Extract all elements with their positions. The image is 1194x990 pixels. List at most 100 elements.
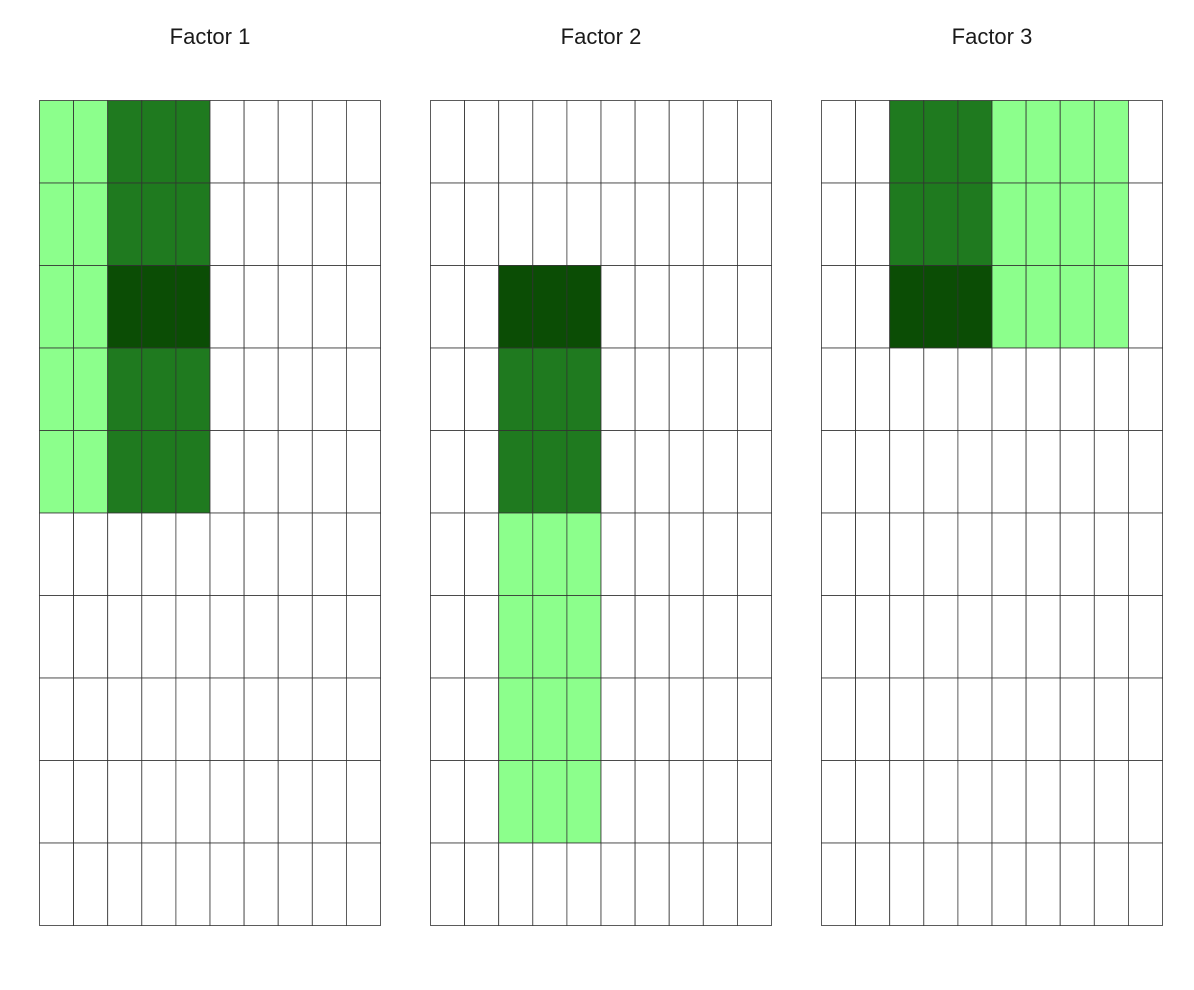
heatmap-cell-r4-c3 xyxy=(532,430,568,514)
heatmap-cell-r0-c3 xyxy=(141,100,177,184)
heatmap-cell-r9-c9 xyxy=(736,842,772,926)
heatmap-cell-r4-c1 xyxy=(73,430,109,514)
heatmap-cell-r7-c7 xyxy=(277,677,313,761)
heatmap-cell-r3-c3 xyxy=(141,347,177,431)
heatmap-cell-r4-c8 xyxy=(311,430,347,514)
heatmap-cell-r6-c9 xyxy=(1127,595,1163,679)
heatmap-cell-r5-c6 xyxy=(243,512,279,596)
heatmap-cell-r7-c1 xyxy=(855,677,891,761)
heatmap-cell-r4-c3 xyxy=(923,430,959,514)
heatmap-cell-r4-c6 xyxy=(634,430,670,514)
factor-3-title: Factor 3 xyxy=(951,24,1033,49)
heatmap-cell-r4-c8 xyxy=(1093,430,1129,514)
heatmap-cell-r8-c3 xyxy=(923,760,959,844)
heatmap-cell-r6-c3 xyxy=(923,595,959,679)
heatmap-cell-r1-c8 xyxy=(702,182,738,266)
heatmap-cell-r5-c2 xyxy=(498,512,534,596)
heatmap-cell-r1-c2 xyxy=(498,182,534,266)
heatmap-cell-r5-c9 xyxy=(345,512,381,596)
heatmap-cell-r4-c0 xyxy=(430,430,465,514)
heatmap-cell-r6-c5 xyxy=(209,595,245,679)
heatmap-cell-r5-c9 xyxy=(736,512,772,596)
heatmap-cell-r6-c3 xyxy=(532,595,568,679)
heatmap-cell-r8-c8 xyxy=(311,760,347,844)
heatmap-cell-r5-c4 xyxy=(175,512,211,596)
heatmap-cell-r0-c0 xyxy=(430,100,465,184)
heatmap-cell-r1-c9 xyxy=(736,182,772,266)
heatmap-cell-r2-c1 xyxy=(464,265,500,349)
heatmap-cell-r8-c3 xyxy=(141,760,177,844)
heatmap-cell-r1-c2 xyxy=(889,182,925,266)
heatmap-cell-r9-c2 xyxy=(889,842,925,926)
heatmap-cell-r6-c0 xyxy=(821,595,856,679)
heatmap-cell-r6-c5 xyxy=(600,595,636,679)
heatmap-cell-r0-c3 xyxy=(923,100,959,184)
heatmap-cell-r8-c2 xyxy=(889,760,925,844)
heatmap-cell-r7-c2 xyxy=(498,677,534,761)
heatmap-cell-r2-c2 xyxy=(889,265,925,349)
heatmap-cell-r9-c7 xyxy=(1059,842,1095,926)
heatmap-cell-r5-c8 xyxy=(702,512,738,596)
heatmap-cell-r2-c8 xyxy=(1093,265,1129,349)
heatmap-cell-r4-c2 xyxy=(498,430,534,514)
heatmap-cell-r7-c8 xyxy=(1093,677,1129,761)
heatmap-cell-r5-c1 xyxy=(73,512,109,596)
heatmap-cell-r3-c5 xyxy=(600,347,636,431)
heatmap-cell-r0-c5 xyxy=(991,100,1027,184)
heatmap-cell-r8-c2 xyxy=(107,760,143,844)
heatmap-cell-r7-c6 xyxy=(1025,677,1061,761)
heatmap-cell-r2-c8 xyxy=(311,265,347,349)
heatmap-cell-r5-c0 xyxy=(39,512,74,596)
heatmap-cell-r9-c2 xyxy=(498,842,534,926)
heatmap-cell-r9-c1 xyxy=(464,842,500,926)
heatmap-cell-r0-c2 xyxy=(889,100,925,184)
heatmap-cell-r8-c6 xyxy=(243,760,279,844)
heatmap-cell-r6-c7 xyxy=(668,595,704,679)
heatmap-cell-r1-c3 xyxy=(923,182,959,266)
heatmap-cell-r9-c6 xyxy=(634,842,670,926)
heatmap-cell-r2-c7 xyxy=(277,265,313,349)
heatmap-cell-r3-c7 xyxy=(1059,347,1095,431)
heatmap-cell-r0-c1 xyxy=(73,100,109,184)
heatmap-cell-r9-c3 xyxy=(923,842,959,926)
heatmap-cell-r1-c3 xyxy=(532,182,568,266)
heatmap-cell-r6-c4 xyxy=(566,595,602,679)
heatmap-cell-r0-c9 xyxy=(345,100,381,184)
heatmap-cell-r0-c2 xyxy=(107,100,143,184)
heatmap-cell-r7-c1 xyxy=(73,677,109,761)
heatmap-cell-r4-c7 xyxy=(277,430,313,514)
heatmap-cell-r6-c8 xyxy=(1093,595,1129,679)
heatmap-cell-r2-c4 xyxy=(957,265,993,349)
heatmap-cell-r5-c2 xyxy=(107,512,143,596)
heatmap-cell-r3-c5 xyxy=(209,347,245,431)
heatmap-cell-r8-c1 xyxy=(855,760,891,844)
heatmap-cell-r2-c9 xyxy=(1127,265,1163,349)
heatmap-cell-r4-c9 xyxy=(1127,430,1163,514)
heatmap-cell-r7-c5 xyxy=(991,677,1027,761)
heatmap-cell-r1-c5 xyxy=(991,182,1027,266)
heatmap-cell-r6-c5 xyxy=(991,595,1027,679)
heatmap-cell-r3-c7 xyxy=(277,347,313,431)
heatmap-cell-r4-c7 xyxy=(668,430,704,514)
heatmap-cell-r0-c5 xyxy=(209,100,245,184)
heatmap-cell-r5-c9 xyxy=(1127,512,1163,596)
heatmap-cell-r2-c1 xyxy=(855,265,891,349)
heatmap-cell-r9-c6 xyxy=(243,842,279,926)
heatmap-cell-r7-c9 xyxy=(1127,677,1163,761)
heatmap-cell-r8-c2 xyxy=(498,760,534,844)
heatmap-cell-r7-c4 xyxy=(175,677,211,761)
heatmap-cell-r8-c6 xyxy=(634,760,670,844)
heatmap-cell-r6-c7 xyxy=(277,595,313,679)
heatmap-cell-r8-c7 xyxy=(668,760,704,844)
heatmap-cell-r7-c8 xyxy=(702,677,738,761)
heatmap-cell-r9-c8 xyxy=(1093,842,1129,926)
heatmap-cell-r3-c3 xyxy=(923,347,959,431)
heatmap-cell-r0-c4 xyxy=(175,100,211,184)
heatmap-cell-r3-c4 xyxy=(175,347,211,431)
heatmap-cell-r8-c9 xyxy=(345,760,381,844)
heatmap-cell-r3-c3 xyxy=(532,347,568,431)
heatmap-cell-r5-c6 xyxy=(634,512,670,596)
heatmap-cell-r2-c4 xyxy=(175,265,211,349)
heatmap-cell-r2-c6 xyxy=(634,265,670,349)
heatmap-cell-r5-c1 xyxy=(464,512,500,596)
